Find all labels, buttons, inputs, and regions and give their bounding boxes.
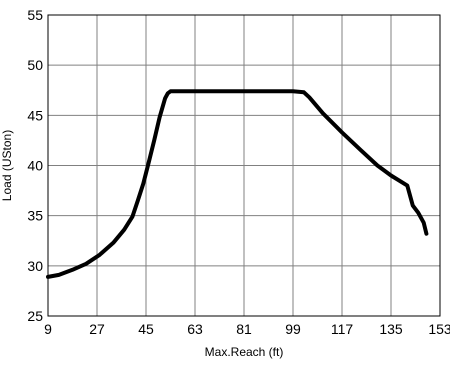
x-tick-label-8: 153 <box>428 321 450 337</box>
series-line-0 <box>46 89 429 279</box>
y-axis-title: Load (USton) <box>0 130 14 201</box>
y-tick-label-5: 50 <box>27 57 43 73</box>
y-tick-label-0: 25 <box>27 308 43 324</box>
x-axis: 9 27 45 63 81 99 117 135 153 <box>44 321 450 337</box>
x-tick-label-3: 63 <box>187 321 203 337</box>
x-tick-label-1: 27 <box>89 321 105 337</box>
series-layer <box>46 89 429 279</box>
y-axis: 25 30 35 40 45 50 55 <box>27 7 43 324</box>
x-tick-label-7: 135 <box>379 321 403 337</box>
x-tick-label-4: 81 <box>236 321 252 337</box>
y-tick-label-1: 30 <box>27 258 43 274</box>
x-tick-label-2: 45 <box>138 321 154 337</box>
y-tick-label-6: 55 <box>27 7 43 23</box>
plot-frame <box>47 14 441 317</box>
x-tick-label-0: 9 <box>44 321 52 337</box>
y-tick-label-2: 35 <box>27 208 43 224</box>
y-tick-label-3: 40 <box>27 158 43 174</box>
y-tick-label-4: 45 <box>27 107 43 123</box>
grid <box>47 14 441 317</box>
x-tick-label-6: 117 <box>331 321 354 337</box>
x-tick-label-5: 99 <box>285 321 301 337</box>
x-axis-title: Max.Reach (ft) <box>205 345 284 359</box>
